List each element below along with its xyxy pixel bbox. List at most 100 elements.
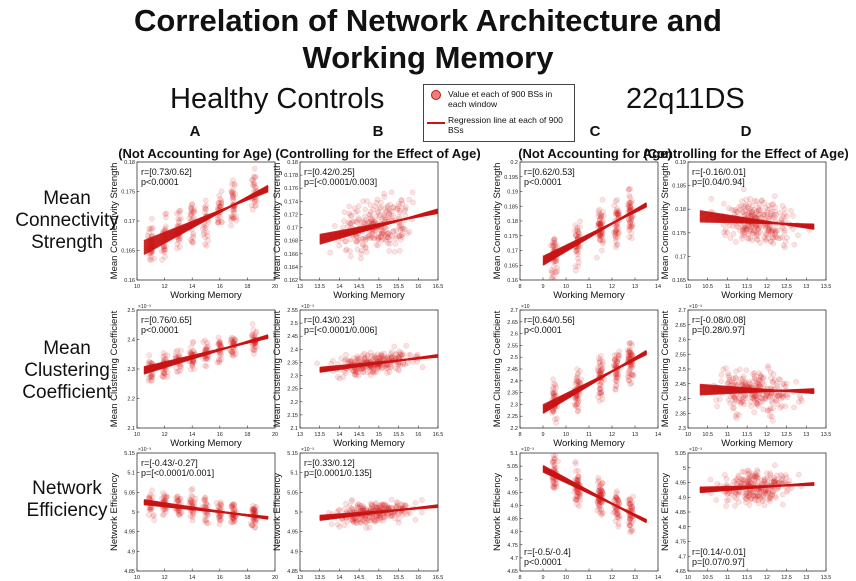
data-point <box>735 472 742 479</box>
data-point <box>375 235 382 241</box>
data-point <box>761 381 767 388</box>
data-point <box>362 244 369 250</box>
data-point <box>614 358 621 364</box>
data-point <box>626 377 633 384</box>
data-point <box>393 235 399 242</box>
data-point <box>369 502 375 509</box>
data-point <box>390 204 397 211</box>
data-point <box>574 401 580 407</box>
data-point <box>771 478 777 485</box>
data-point <box>742 224 748 230</box>
data-point <box>790 213 796 219</box>
legend-line-label: Regression line at each of 900 BSs <box>448 115 563 135</box>
data-point <box>187 366 194 373</box>
data-point <box>627 202 634 209</box>
data-point <box>714 403 720 410</box>
data-point <box>350 506 357 513</box>
y-tick-label: 2.4 <box>290 347 298 353</box>
x-axis-label: Working Memory <box>170 438 242 449</box>
data-point <box>177 207 184 214</box>
data-point <box>357 519 364 526</box>
x-tick-label: 12 <box>162 432 168 438</box>
data-point <box>252 174 258 180</box>
data-point <box>230 192 236 199</box>
data-point <box>736 499 742 505</box>
data-point <box>230 177 236 184</box>
data-point <box>615 229 622 235</box>
data-point <box>613 211 619 218</box>
data-point <box>387 513 394 520</box>
data-point <box>399 512 406 518</box>
data-point <box>798 397 805 404</box>
x-tick-label: 16.5 <box>433 575 444 581</box>
data-point <box>742 204 748 211</box>
data-point <box>348 213 354 219</box>
data-point <box>770 234 776 241</box>
data-point <box>627 497 633 504</box>
data-point <box>776 376 782 382</box>
data-point <box>190 338 196 345</box>
data-point <box>190 207 197 214</box>
data-point <box>371 354 377 361</box>
data-point <box>627 515 633 522</box>
data-point <box>741 401 748 408</box>
data-point <box>743 499 749 506</box>
stat-annotation: p=[<0.0001/0.001] <box>141 468 214 478</box>
data-point <box>630 517 637 523</box>
data-point <box>228 187 235 194</box>
data-point <box>402 207 408 214</box>
data-point <box>250 502 256 509</box>
data-point <box>191 366 197 373</box>
data-point <box>755 204 762 211</box>
data-point <box>777 209 784 216</box>
data-point <box>341 506 348 512</box>
data-point <box>187 349 194 356</box>
data-point <box>205 520 212 527</box>
data-point <box>759 398 766 405</box>
data-point <box>751 228 757 235</box>
data-point <box>740 393 747 400</box>
data-point <box>746 210 752 216</box>
chart-D1: 10 10.5 11 11.5 12 12.5 13 13.50.1650.170.1750.… <box>660 160 831 301</box>
data-point <box>746 491 753 498</box>
data-point <box>361 219 368 226</box>
data-point <box>752 198 758 204</box>
data-point <box>549 274 555 280</box>
column-header-c: C (Not Accounting for Age) <box>500 124 690 162</box>
data-point <box>750 212 756 219</box>
data-point <box>398 353 405 360</box>
data-point <box>575 473 582 480</box>
data-point <box>597 499 604 506</box>
data-point <box>752 471 759 478</box>
data-point <box>189 340 196 346</box>
data-point <box>600 491 606 498</box>
data-point <box>367 212 374 218</box>
data-point <box>574 401 580 408</box>
data-point <box>355 504 362 511</box>
data-point <box>615 208 622 214</box>
data-point <box>772 478 778 484</box>
data-point <box>626 216 632 223</box>
data-point <box>216 513 222 520</box>
data-point <box>396 233 403 240</box>
data-point <box>758 374 764 380</box>
data-point <box>595 364 601 371</box>
data-point <box>779 501 786 508</box>
data-point <box>743 224 749 231</box>
data-point <box>628 230 635 237</box>
data-point <box>627 501 634 507</box>
data-point <box>373 504 379 511</box>
data-point <box>628 216 635 222</box>
y-tick-label: 2.1 <box>290 426 298 432</box>
data-point <box>748 210 755 217</box>
data-point <box>600 209 606 215</box>
data-point <box>754 472 761 479</box>
data-point <box>751 393 758 400</box>
data-point <box>782 227 788 234</box>
data-point <box>218 199 225 206</box>
data-point <box>551 391 557 397</box>
data-point <box>371 517 377 523</box>
regression-line <box>542 205 647 258</box>
stat-annotation: r=[0.33/0.12] <box>304 458 355 468</box>
